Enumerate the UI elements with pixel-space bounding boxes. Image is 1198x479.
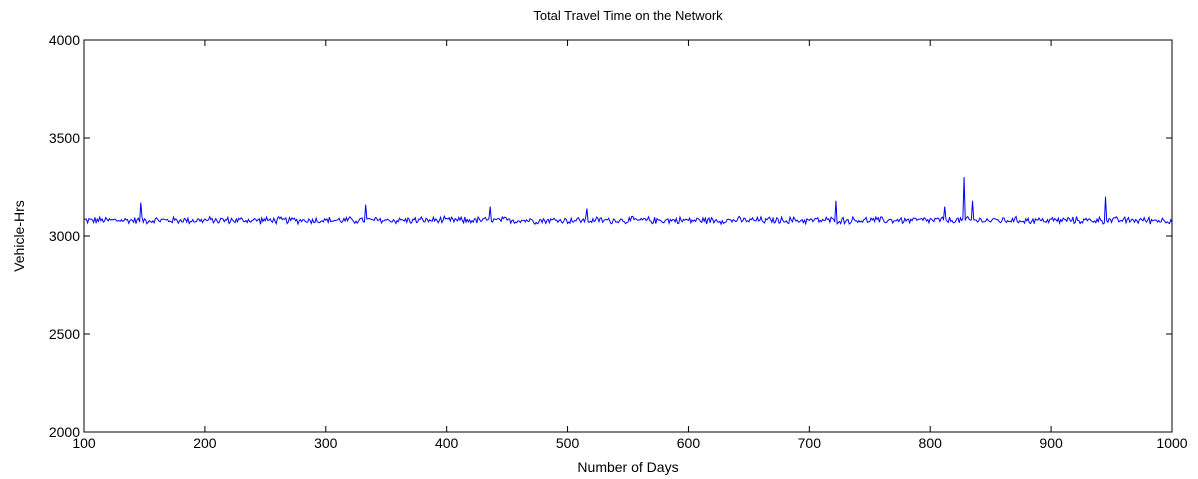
y-axis: 2000 2500 3000 3500 4000 — [49, 32, 1172, 440]
x-tick-label: 1000 — [1156, 435, 1187, 451]
plot-frame — [83, 39, 1173, 433]
x-tick-label: 500 — [556, 435, 580, 451]
x-tick-label: 200 — [193, 435, 217, 451]
series-line-total-travel-time — [83, 177, 1173, 226]
x-axis-title: Number of Days — [577, 459, 678, 475]
y-tick-label: 4000 — [49, 32, 80, 48]
x-tick-label: 600 — [677, 435, 701, 451]
plot-area — [83, 39, 1173, 433]
chart-title: Total Travel Time on the Network — [533, 8, 723, 23]
x-tick-label: 300 — [314, 435, 338, 451]
x-tick-label: 400 — [435, 435, 459, 451]
y-tick-label: 2000 — [49, 424, 80, 440]
x-tick-label: 100 — [72, 435, 96, 451]
y-tick-label: 3500 — [49, 130, 80, 146]
y-tick-label: 3000 — [49, 228, 80, 244]
x-tick-label: 800 — [919, 435, 943, 451]
y-axis-title: Vehicle-Hrs — [11, 200, 27, 272]
x-tick-label: 900 — [1039, 435, 1063, 451]
x-axis: 100 200 300 400 500 600 700 800 900 1000 — [72, 40, 1188, 451]
x-tick-label: 700 — [798, 435, 822, 451]
y-tick-label: 2500 — [49, 326, 80, 342]
